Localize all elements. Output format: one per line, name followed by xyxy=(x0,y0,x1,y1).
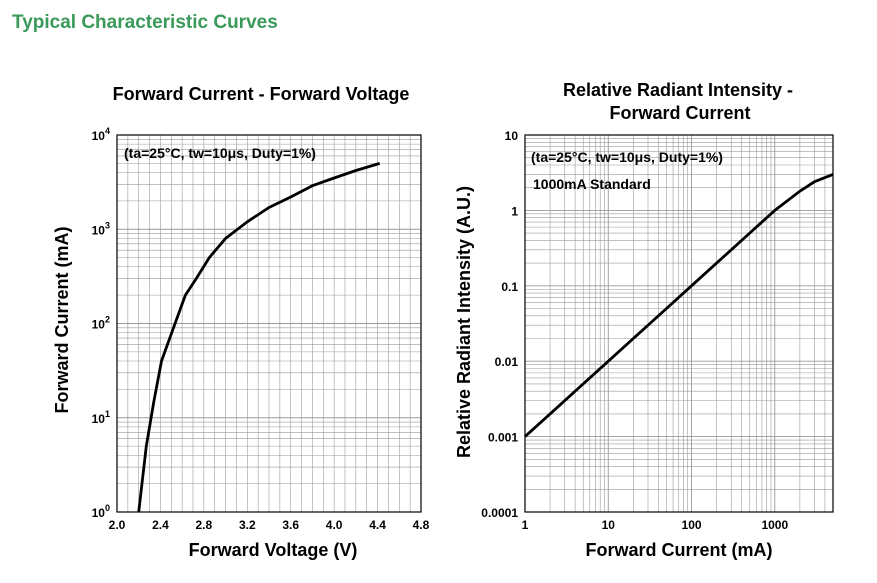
x-tick-label: 4.4 xyxy=(369,518,386,532)
page-heading: Typical Characteristic Curves xyxy=(12,12,278,33)
chart-annotation: (ta=25°C, tw=10μs, Duty=1%) xyxy=(531,149,723,165)
chart-radiant-intensity: 1 10 100 1000 0.0001 0.001 0.01 0.1 1 10 Relative … xyxy=(454,80,834,560)
chart-annotation-standard: 1000mA Standard xyxy=(533,176,651,192)
x-tick-label: 3.2 xyxy=(239,518,256,532)
y-tick-label: 0.001 xyxy=(488,431,518,445)
y-axis-label: Forward Current (mA) xyxy=(52,226,72,413)
x-tick-label: 10 xyxy=(602,518,616,532)
x-tick-label: 4.0 xyxy=(326,518,343,532)
chart-forward-voltage: 2.0 2.4 2.8 3.2 3.6 4.0 4.4 4.8 100 101 102 103 104 F… xyxy=(52,84,430,560)
y-tick-label: 104 xyxy=(92,126,110,143)
x-tick-label: 3.6 xyxy=(282,518,299,532)
y-axis-label: Relative Radiant Intensity (A.U.) xyxy=(454,186,474,458)
y-tick-label: 101 xyxy=(92,409,110,426)
y-tick-label: 100 xyxy=(92,503,110,520)
y-tick-label: 10 xyxy=(505,129,519,143)
y-tick-label: 103 xyxy=(92,220,110,237)
series-line xyxy=(524,173,834,438)
y-tick-label: 102 xyxy=(92,315,110,332)
chart-annotation: (ta=25°C, tw=10μs, Duty=1%) xyxy=(124,145,316,161)
x-axis-label: Forward Voltage (V) xyxy=(189,540,358,560)
x-tick-label: 2.0 xyxy=(109,518,126,532)
y-tick-label: 0.1 xyxy=(501,280,518,294)
x-tick-label: 1000 xyxy=(761,518,788,532)
x-tick-label: 2.8 xyxy=(196,518,213,532)
x-tick-label: 2.4 xyxy=(152,518,169,532)
y-tick-label: 1 xyxy=(511,204,518,218)
x-tick-label: 4.8 xyxy=(413,518,430,532)
y-tick-label: 0.0001 xyxy=(481,506,518,520)
plot-frame xyxy=(524,134,834,513)
chart-title-line-2: Forward Current xyxy=(609,103,750,123)
x-axis-label: Forward Current (mA) xyxy=(585,540,772,560)
y-tick-label: 0.01 xyxy=(495,355,519,369)
plot-frame xyxy=(116,134,422,513)
chart-title: Forward Current - Forward Voltage xyxy=(113,84,410,104)
x-tick-label: 1 xyxy=(522,518,529,532)
chart-title-line-1: Relative Radiant Intensity - xyxy=(563,80,793,100)
x-tick-label: 100 xyxy=(682,518,702,532)
series-line xyxy=(137,162,381,513)
